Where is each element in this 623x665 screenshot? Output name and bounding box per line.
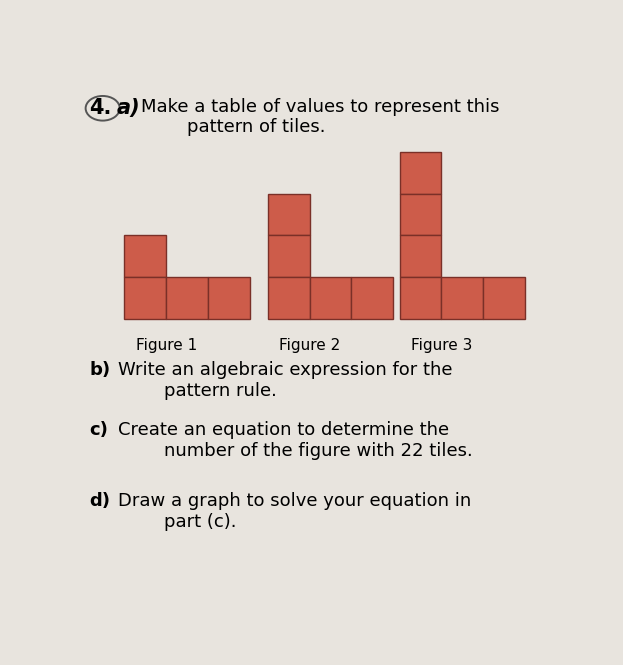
Text: Figure 1: Figure 1 <box>136 338 197 352</box>
Bar <box>441 277 483 319</box>
Bar <box>310 277 351 319</box>
Bar <box>483 277 525 319</box>
Text: b): b) <box>90 361 111 379</box>
Bar <box>268 235 310 277</box>
Bar <box>268 194 310 235</box>
Text: Draw a graph to solve your equation in
        part (c).: Draw a graph to solve your equation in p… <box>118 491 472 531</box>
Bar <box>399 194 441 235</box>
Text: Figure 2: Figure 2 <box>279 338 340 352</box>
Bar <box>351 277 393 319</box>
Bar <box>399 277 441 319</box>
Bar <box>208 277 250 319</box>
Bar <box>399 235 441 277</box>
Text: Figure 3: Figure 3 <box>411 338 472 352</box>
Text: c): c) <box>90 421 108 439</box>
Text: 4.: 4. <box>90 98 112 118</box>
Bar <box>268 277 310 319</box>
Bar <box>399 152 441 194</box>
Bar <box>166 277 208 319</box>
Text: Create an equation to determine the
        number of the figure with 22 tiles.: Create an equation to determine the numb… <box>118 421 473 460</box>
Bar <box>125 277 166 319</box>
Bar <box>125 235 166 277</box>
Text: d): d) <box>90 491 110 510</box>
Text: Write an algebraic expression for the
        pattern rule.: Write an algebraic expression for the pa… <box>118 361 453 400</box>
Text: Make a table of values to represent this
        pattern of tiles.: Make a table of values to represent this… <box>141 98 500 136</box>
Text: a): a) <box>117 98 140 118</box>
